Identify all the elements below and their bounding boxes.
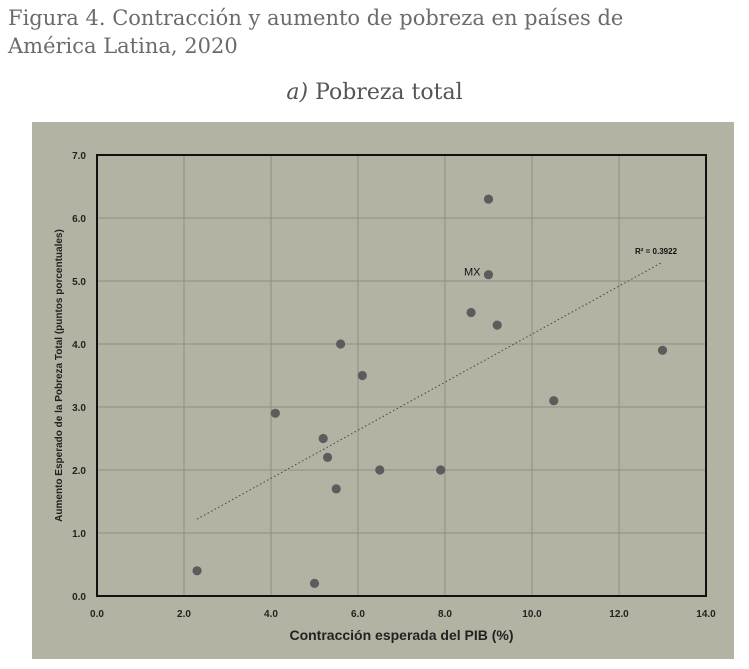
data-point bbox=[657, 345, 668, 355]
y-tick-label: 0.0 bbox=[72, 592, 86, 603]
data-point bbox=[331, 484, 341, 494]
data-point bbox=[466, 307, 476, 318]
data-point bbox=[318, 433, 328, 444]
y-tick-label: 4.0 bbox=[72, 340, 86, 351]
x-tick-label: 8.0 bbox=[438, 609, 452, 620]
grid-lines bbox=[96, 154, 707, 597]
panel-subtitle: a) Pobreza total bbox=[0, 80, 749, 105]
y-axis-label: Aumento Esperado de la Pobreza Total (pu… bbox=[54, 229, 65, 522]
x-tick-label: 14.0 bbox=[696, 609, 716, 620]
data-point bbox=[483, 194, 494, 204]
data-point bbox=[192, 566, 202, 576]
data-point bbox=[322, 452, 333, 462]
data-point bbox=[436, 465, 446, 475]
panel-letter: a) bbox=[286, 80, 309, 105]
x-axis-label: Contracción esperada del PIB (%) bbox=[289, 627, 513, 643]
y-axis-ticks: 0.0 1.0 2.0 3.0 4.0 5.0 6.0 7.0 bbox=[72, 151, 86, 603]
x-tick-label: 10.0 bbox=[522, 609, 542, 620]
x-tick-label: 2.0 bbox=[177, 609, 191, 620]
data-point bbox=[336, 339, 346, 349]
data-point bbox=[492, 320, 502, 330]
x-axis-ticks: 0.0 2.0 4.0 6.0 8.0 10.0 12.0 14.0 bbox=[90, 609, 716, 620]
x-tick-label: 6.0 bbox=[351, 609, 365, 620]
x-tick-label: 4.0 bbox=[264, 609, 278, 620]
mx-point-label: MX bbox=[464, 267, 481, 279]
data-point bbox=[483, 270, 494, 280]
figure-title-line-1: Figura 4. Contracción y aumento de pobre… bbox=[8, 6, 624, 30]
data-points bbox=[192, 194, 668, 588]
data-point bbox=[375, 465, 385, 475]
y-tick-label: 1.0 bbox=[72, 529, 86, 540]
x-tick-label: 12.0 bbox=[609, 609, 629, 620]
data-point bbox=[270, 408, 280, 418]
x-tick-label: 0.0 bbox=[90, 609, 104, 620]
data-point bbox=[309, 578, 320, 588]
chart-background bbox=[32, 122, 734, 659]
data-point bbox=[549, 396, 559, 406]
y-tick-label: 7.0 bbox=[72, 151, 86, 162]
data-point bbox=[357, 370, 367, 381]
scatter-chart: 0.0 1.0 2.0 3.0 4.0 5.0 6.0 7.0 0.0 2.0 4.0 6.0 8.0… bbox=[32, 122, 734, 659]
r-squared-annotation: R² = 0.3922 bbox=[635, 247, 678, 256]
figure-title-line-2: América Latina, 2020 bbox=[8, 34, 238, 58]
y-tick-label: 5.0 bbox=[72, 277, 86, 288]
y-tick-label: 6.0 bbox=[72, 214, 86, 225]
y-tick-label: 2.0 bbox=[72, 466, 86, 477]
plot-frame bbox=[96, 154, 707, 597]
figure-title: Figura 4. Contracción y aumento de pobre… bbox=[8, 4, 728, 60]
y-tick-label: 3.0 bbox=[72, 403, 86, 414]
panel-subtitle-text: Pobreza total bbox=[315, 80, 463, 105]
trend-line bbox=[196, 261, 663, 520]
